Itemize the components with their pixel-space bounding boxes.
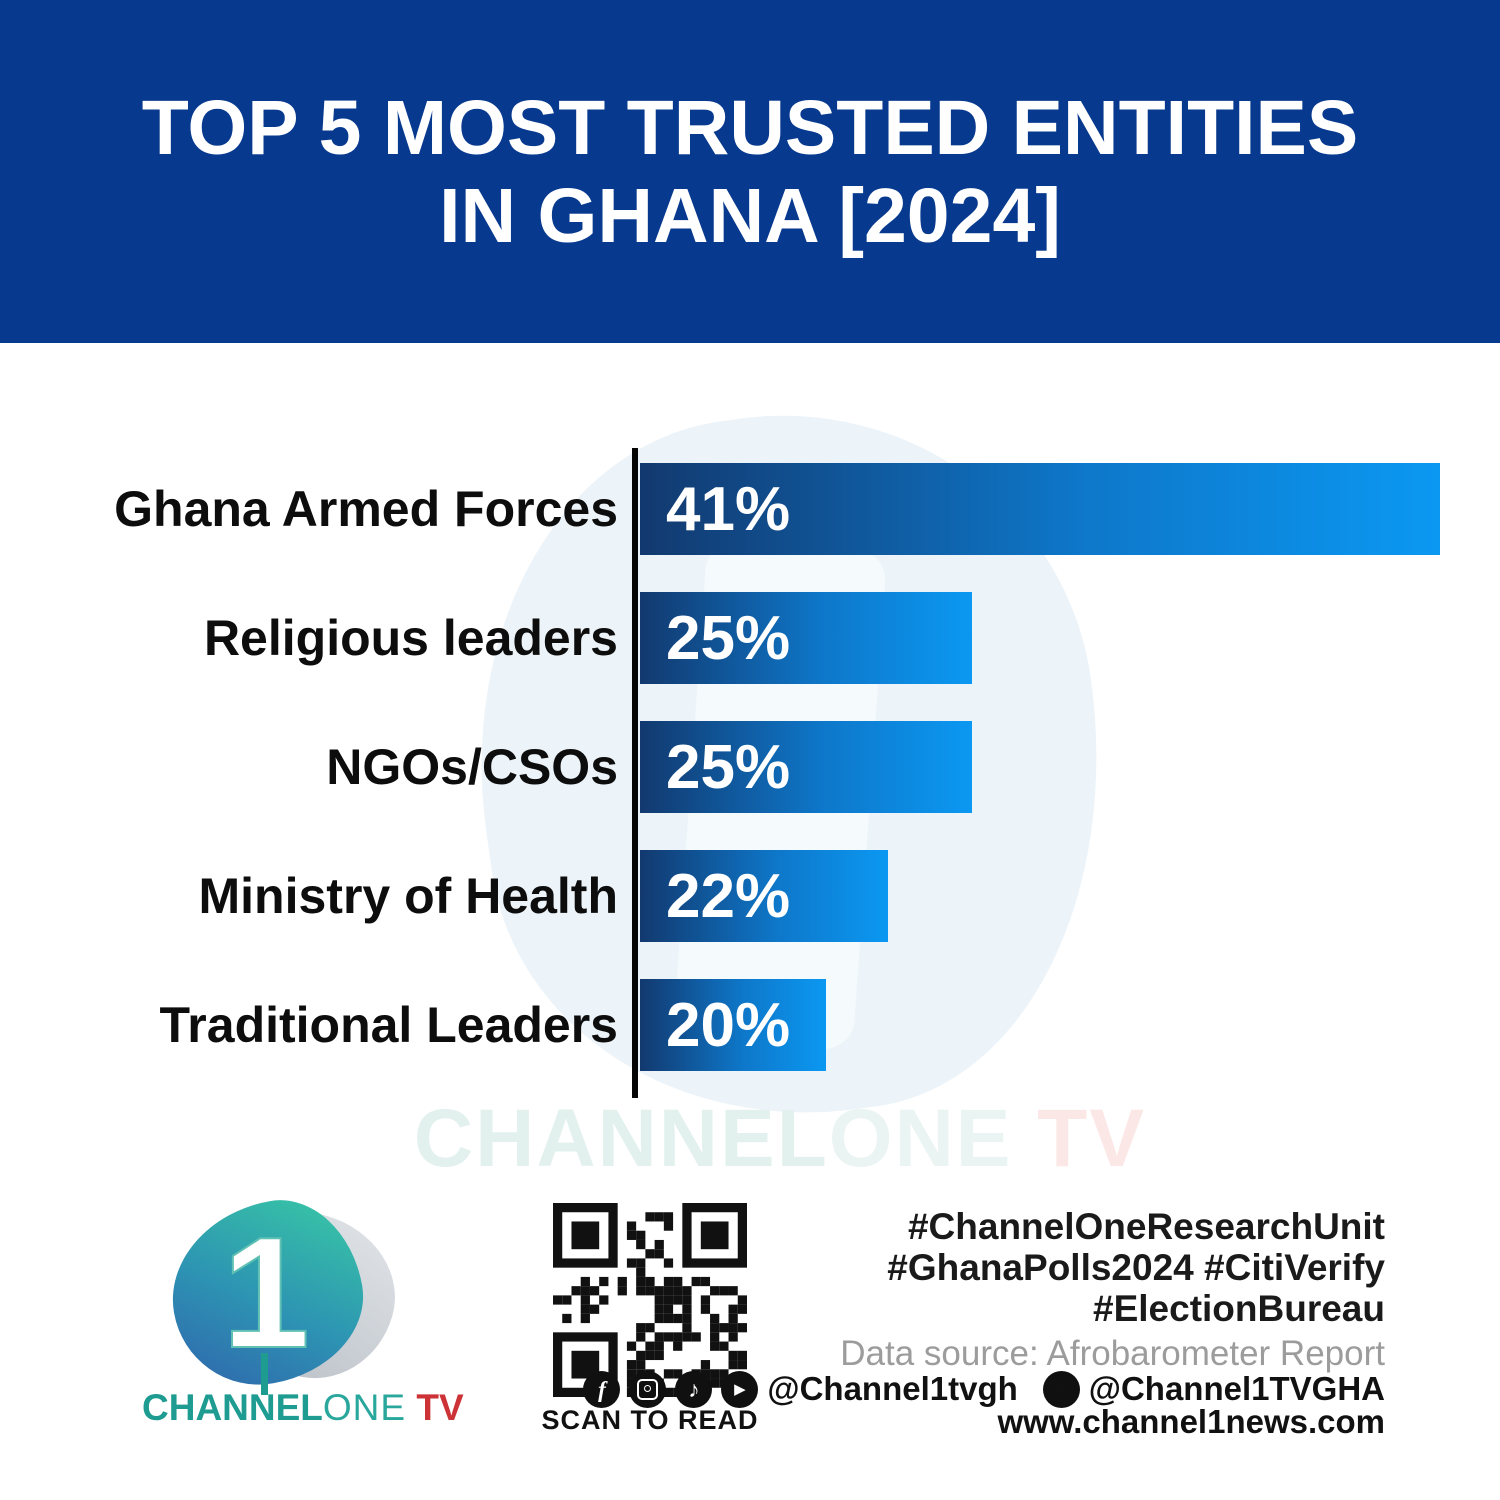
hashtag-line: #ElectionBureau [1093,1288,1385,1329]
watermark-text: CHANNELONE TV [320,1092,1240,1186]
bar-row: Traditional Leaders 20% [0,979,1500,1071]
qr-code [553,1203,747,1397]
logo-wordmark-tv: TV [406,1387,464,1428]
social-handle-1: @Channel1tvgh [767,1370,1018,1407]
bar: 41% [640,463,1440,555]
hashtag-line: #GhanaPolls2024 #CitiVerify [887,1247,1385,1288]
logo-numeral: 1 [221,1204,311,1382]
watermark-channel: CHANNEL [413,1093,829,1184]
x-icon: X [1042,1370,1080,1408]
logo-wordmark-channel: CHANNEL [142,1387,323,1428]
watermark-one: ONE [828,1093,1013,1184]
category-label: Ghana Armed Forces [114,481,618,537]
hashtags-block: #ChannelOneResearchUnit #GhanaPolls2024 #… [745,1206,1385,1329]
hashtag-line: #ChannelOneResearchUnit [907,1206,1385,1247]
chart-axis-line [632,448,638,1098]
social-handle-2: @Channel1TVGHA [1088,1370,1385,1407]
tiktok-icon: ♪ [675,1370,713,1408]
bar-value-label: 25% [666,603,791,673]
bar: 22% [640,850,888,942]
bar-row: NGOs/CSOs 25% [0,721,1500,813]
page-title-line1: TOP 5 MOST TRUSTED ENTITIES [141,84,1359,171]
bar-row: Ghana Armed Forces 41% [0,463,1500,555]
logo-numeral-stem [261,1353,268,1395]
social-row: f ♪ ▶ @Channel1tvgh X @Channel1TVGHA [583,1370,1385,1408]
logo-wordmark-one: ONE [322,1387,407,1428]
bar: 25% [640,721,972,813]
page-title-line2: IN GHANA [2024] [439,172,1061,259]
watermark-tv: TV [1012,1093,1147,1184]
bar: 25% [640,592,972,684]
bar-value-label: 20% [666,990,791,1060]
website-url: www.channel1news.com [997,1403,1385,1440]
bar-row: Religious leaders 25% [0,592,1500,684]
facebook-icon: f [583,1370,621,1408]
category-label: Religious leaders [203,610,618,666]
data-source-text: Data source: Afrobarometer Report [840,1334,1385,1373]
youtube-icon: ▶ [721,1370,759,1408]
logo-wordmark: CHANNELONE TV [142,1387,464,1429]
category-label: NGOs/CSOs [326,739,618,795]
channel-one-tv-logo: 1 CHANNELONE TV [140,1187,464,1435]
category-label: Ministry of Health [198,868,618,924]
bar-row: Ministry of Health 22% [0,850,1500,942]
bar-value-label: 25% [666,732,791,802]
bar-value-label: 41% [666,474,791,544]
qr-caption: SCAN TO READ [541,1405,759,1435]
bar: 20% [640,979,826,1071]
instagram-icon [629,1370,667,1408]
bar-value-label: 22% [666,861,791,931]
header-banner: TOP 5 MOST TRUSTED ENTITIES IN GHANA [20… [0,0,1500,343]
category-label: Traditional Leaders [159,997,618,1053]
